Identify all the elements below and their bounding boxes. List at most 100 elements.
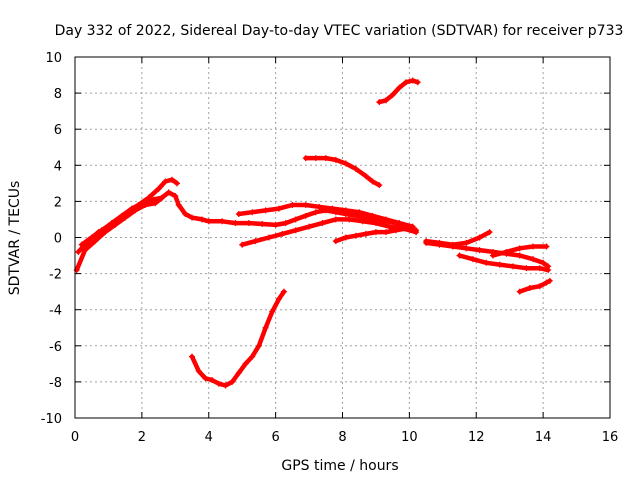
- y-tick-label: -2: [49, 268, 62, 283]
- data-point: [352, 232, 359, 239]
- y-axis-ticks: -10 -8 -6 -4 -2 0 2 4 6 8 10: [41, 51, 610, 427]
- data-point: [165, 189, 172, 196]
- x-tick-label: 8: [338, 430, 346, 445]
- data-point: [195, 368, 202, 375]
- data-point: [78, 241, 85, 248]
- data-point: [265, 234, 272, 241]
- data-point: [545, 266, 552, 273]
- data-point: [82, 247, 89, 254]
- series-track-5: [239, 216, 420, 248]
- data-point: [389, 91, 396, 98]
- data-point: [382, 229, 389, 236]
- data-point: [199, 216, 206, 223]
- data-point: [543, 279, 550, 286]
- x-tick-label: 6: [271, 430, 279, 445]
- data-point: [543, 243, 550, 250]
- data-point: [356, 209, 363, 216]
- y-tick-label: 2: [54, 195, 62, 210]
- series-track-1: [73, 189, 420, 273]
- data-point: [302, 212, 309, 219]
- data-point: [215, 380, 222, 387]
- data-point: [414, 79, 421, 86]
- data-point: [436, 239, 443, 246]
- data-point: [352, 165, 359, 172]
- data-point: [148, 196, 155, 203]
- data-point: [476, 234, 483, 241]
- series-track-11: [423, 229, 493, 248]
- x-tick-label: 10: [401, 430, 418, 445]
- data-point: [259, 220, 266, 227]
- data-point: [292, 227, 299, 234]
- data-point: [222, 382, 229, 389]
- x-tick-label: 0: [71, 430, 79, 445]
- y-tick-label: -6: [49, 340, 62, 355]
- data-point: [98, 227, 105, 234]
- data-point: [322, 155, 329, 162]
- data-point: [423, 238, 430, 245]
- data-point: [536, 265, 543, 272]
- data-point: [546, 277, 553, 284]
- data-point: [279, 230, 286, 237]
- data-point: [249, 209, 256, 216]
- data-point: [272, 221, 279, 228]
- data-point: [510, 263, 517, 270]
- data-point: [362, 230, 369, 237]
- data-point: [289, 202, 296, 209]
- data-point: [128, 205, 135, 212]
- series-line: [377, 78, 420, 105]
- data-point: [523, 265, 530, 272]
- data-point: [393, 227, 399, 234]
- data-point: [189, 353, 196, 360]
- data-point: [516, 288, 523, 295]
- data-point: [332, 238, 339, 245]
- data-point: [332, 216, 339, 223]
- data-point: [342, 160, 349, 167]
- data-point: [463, 239, 470, 246]
- data-point: [359, 218, 366, 225]
- data-traces: [73, 77, 553, 389]
- data-point: [469, 256, 476, 263]
- chart-title: Day 332 of 2022, Sidereal Day-to-day VTE…: [55, 23, 624, 39]
- y-tick-label: 0: [54, 232, 62, 247]
- data-point: [403, 225, 410, 232]
- y-tick-label: 8: [54, 87, 62, 102]
- data-point: [463, 245, 470, 252]
- data-point: [88, 234, 95, 241]
- series-line: [74, 190, 419, 273]
- data-point: [235, 211, 242, 218]
- data-point: [496, 261, 503, 268]
- x-tick-label: 4: [205, 430, 213, 445]
- x-tick-label: 14: [535, 430, 552, 445]
- data-point: [302, 155, 309, 162]
- x-axis-label: GPS time / hours: [281, 458, 398, 474]
- data-point: [372, 220, 379, 227]
- y-tick-label: 10: [45, 51, 62, 66]
- data-point: [92, 238, 99, 245]
- data-point: [516, 245, 523, 252]
- data-point: [312, 209, 319, 216]
- y-axis-label: SDTVAR / TECUs: [7, 181, 23, 296]
- data-point: [245, 220, 252, 227]
- data-point: [530, 243, 537, 250]
- data-point: [329, 205, 336, 212]
- data-point: [182, 211, 189, 218]
- data-point: [189, 214, 196, 221]
- series-line: [303, 155, 382, 188]
- x-tick-label: 12: [468, 430, 485, 445]
- series-track-6: [332, 225, 420, 245]
- data-point: [396, 220, 403, 227]
- series-track-7: [189, 288, 287, 389]
- series-track-14: [516, 277, 553, 295]
- data-point: [262, 207, 269, 214]
- data-point: [386, 223, 393, 230]
- data-point: [403, 79, 410, 86]
- y-tick-label: 4: [54, 159, 62, 174]
- data-point: [162, 178, 169, 185]
- data-point: [155, 185, 162, 192]
- data-point: [235, 369, 242, 376]
- data-point: [175, 202, 182, 209]
- y-tick-label: -8: [49, 376, 62, 391]
- data-point: [396, 84, 403, 91]
- data-point: [456, 252, 463, 259]
